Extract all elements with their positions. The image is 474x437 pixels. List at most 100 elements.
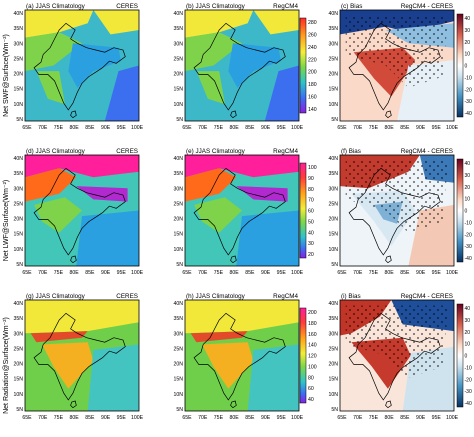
colorbar-tick-label: 220 <box>308 57 317 63</box>
field-region <box>196 71 225 105</box>
lon-tick-label: 65E <box>22 125 32 131</box>
lat-tick-label: 15N <box>13 377 23 383</box>
field-region <box>185 32 242 72</box>
lon-tick-label: 65E <box>182 125 192 131</box>
field-region <box>264 65 299 121</box>
panel-source: RegCM4 <box>273 293 298 300</box>
colorbar-tick-label: 200 <box>308 310 317 316</box>
bias-colorbar-tick-label: -30 <box>465 244 472 250</box>
colorbar-tick-label: 180 <box>308 321 317 327</box>
lon-tick-label: 100E <box>446 415 459 421</box>
map-panel: (e) JJAS Climatology RegCM4 40N 35N 30N 25N 20… <box>173 148 303 276</box>
colorbar-tick-label: 180 <box>308 82 317 88</box>
map-frame <box>339 154 455 267</box>
bias-colorbar-tick-label: 40 <box>465 161 471 167</box>
field-region <box>25 300 139 334</box>
panel-source: RegCM4 - CERES <box>401 293 453 300</box>
lat-tick-label: 35N <box>173 316 183 322</box>
lon-tick-label: 70E <box>353 415 363 421</box>
lon-tick-label: 90E <box>416 415 426 421</box>
lon-tick-label: 65E <box>337 125 347 131</box>
colorbar-tick-label: 160 <box>308 95 317 101</box>
row-ylabel: Net SWF@Surface(Wm⁻²) <box>3 34 10 117</box>
colorbar-tick-label: 40 <box>308 397 314 403</box>
map-panel: (b) JJAS Climatology RegCM4 40N 35N 30N 25N 20… <box>173 3 303 131</box>
lon-tick-label: 100E <box>291 270 304 276</box>
lat-tick-label: 30N <box>13 41 23 47</box>
colorbar-tick-label: 30 <box>308 241 314 247</box>
lat-tick-label: 35N <box>328 26 338 32</box>
lon-tick-label: 100E <box>291 125 304 131</box>
coastline <box>33 312 126 401</box>
lon-tick-label: 95E <box>117 270 127 276</box>
lat-tick-label: 25N <box>13 56 23 62</box>
panel-title: (i) Bias <box>341 293 361 300</box>
lon-tick-label: 85E <box>400 270 410 276</box>
colorbar-tick-label: 20 <box>308 252 314 258</box>
lon-tick-label: 80E <box>230 270 240 276</box>
field-region <box>185 10 254 38</box>
map-frame <box>24 299 140 412</box>
lon-tick-label: 80E <box>70 270 80 276</box>
bias-colorbar-tick-label: 20 <box>465 185 471 191</box>
colorbar-tick-label: 140 <box>308 107 317 113</box>
lat-tick-label: 10N <box>328 102 338 108</box>
lon-tick-label: 70E <box>198 125 208 131</box>
lat-tick-label: 5N <box>176 117 183 123</box>
lon-tick-label: 90E <box>416 270 426 276</box>
lat-tick-label: 20N <box>173 362 183 368</box>
map-frame <box>24 154 140 267</box>
map-panel: (h) JJAS Climatology RegCM4 40N 35N 30N 25N 20… <box>173 293 303 421</box>
lat-tick-label: 10N <box>13 247 23 253</box>
field-region <box>25 10 94 38</box>
lat-tick-label: 15N <box>173 87 183 93</box>
lat-tick-label: 30N <box>328 186 338 192</box>
colorbar <box>299 162 307 259</box>
field-region <box>42 342 94 389</box>
lat-tick-label: 20N <box>173 217 183 223</box>
lon-tick-label: 70E <box>38 125 48 131</box>
bias-colorbar-tick-label: -10 <box>465 220 472 226</box>
field-region <box>76 186 128 202</box>
lon-tick-label: 70E <box>198 415 208 421</box>
map-frame <box>184 154 300 267</box>
map-panel: (g) JJAS Climatology CERES 40N 35N 30N 25N 20N… <box>13 293 143 421</box>
lon-tick-label: 100E <box>446 125 459 131</box>
lon-tick-label: 80E <box>70 125 80 131</box>
coastline <box>348 167 441 256</box>
panel-source: CERES <box>116 293 138 300</box>
lon-tick-label: 90E <box>101 415 111 421</box>
lon-tick-label: 85E <box>400 125 410 131</box>
lon-tick-label: 75E <box>214 125 224 131</box>
lon-tick-label: 95E <box>432 125 442 131</box>
field-region <box>36 71 65 105</box>
sri-lanka-coast <box>230 110 237 119</box>
row-ylabel: Net Radiation@Surface(Wm⁻²) <box>3 317 10 414</box>
map-frame <box>339 9 455 122</box>
field-region <box>68 43 121 88</box>
lon-tick-label: 85E <box>85 270 95 276</box>
map-panel: (d) JJAS Climatology CERES 40N 35N 30N 25N 20N… <box>13 148 143 276</box>
colorbar-tick-label: 60 <box>308 209 314 215</box>
lon-tick-label: 95E <box>277 270 287 276</box>
bias-colorbar-tick-label: -40 <box>465 401 472 407</box>
panel-title: (g) JJAS Climatology <box>26 293 86 300</box>
field-region <box>185 300 299 334</box>
lon-tick-label: 80E <box>230 415 240 421</box>
panel-source: RegCM4 <box>273 148 298 155</box>
lon-tick-label: 65E <box>182 270 192 276</box>
colorbar-tick-label: 140 <box>308 343 317 349</box>
field-region <box>30 331 88 343</box>
panel-title: (a) JJAS Climatology <box>26 3 86 10</box>
lat-tick-label: 15N <box>328 232 338 238</box>
lat-tick-label: 35N <box>173 26 183 32</box>
lon-tick-label: 95E <box>117 125 127 131</box>
colorbar-tick-label: 80 <box>308 375 314 381</box>
colorbar-tick-label: 70 <box>308 198 314 204</box>
coastline <box>33 22 126 111</box>
field-region <box>236 210 299 266</box>
lon-tick-label: 85E <box>400 415 410 421</box>
colorbar-tick-label: 50 <box>308 219 314 225</box>
colorbar-tick-label: 60 <box>308 386 314 392</box>
lon-tick-label: 80E <box>385 415 395 421</box>
